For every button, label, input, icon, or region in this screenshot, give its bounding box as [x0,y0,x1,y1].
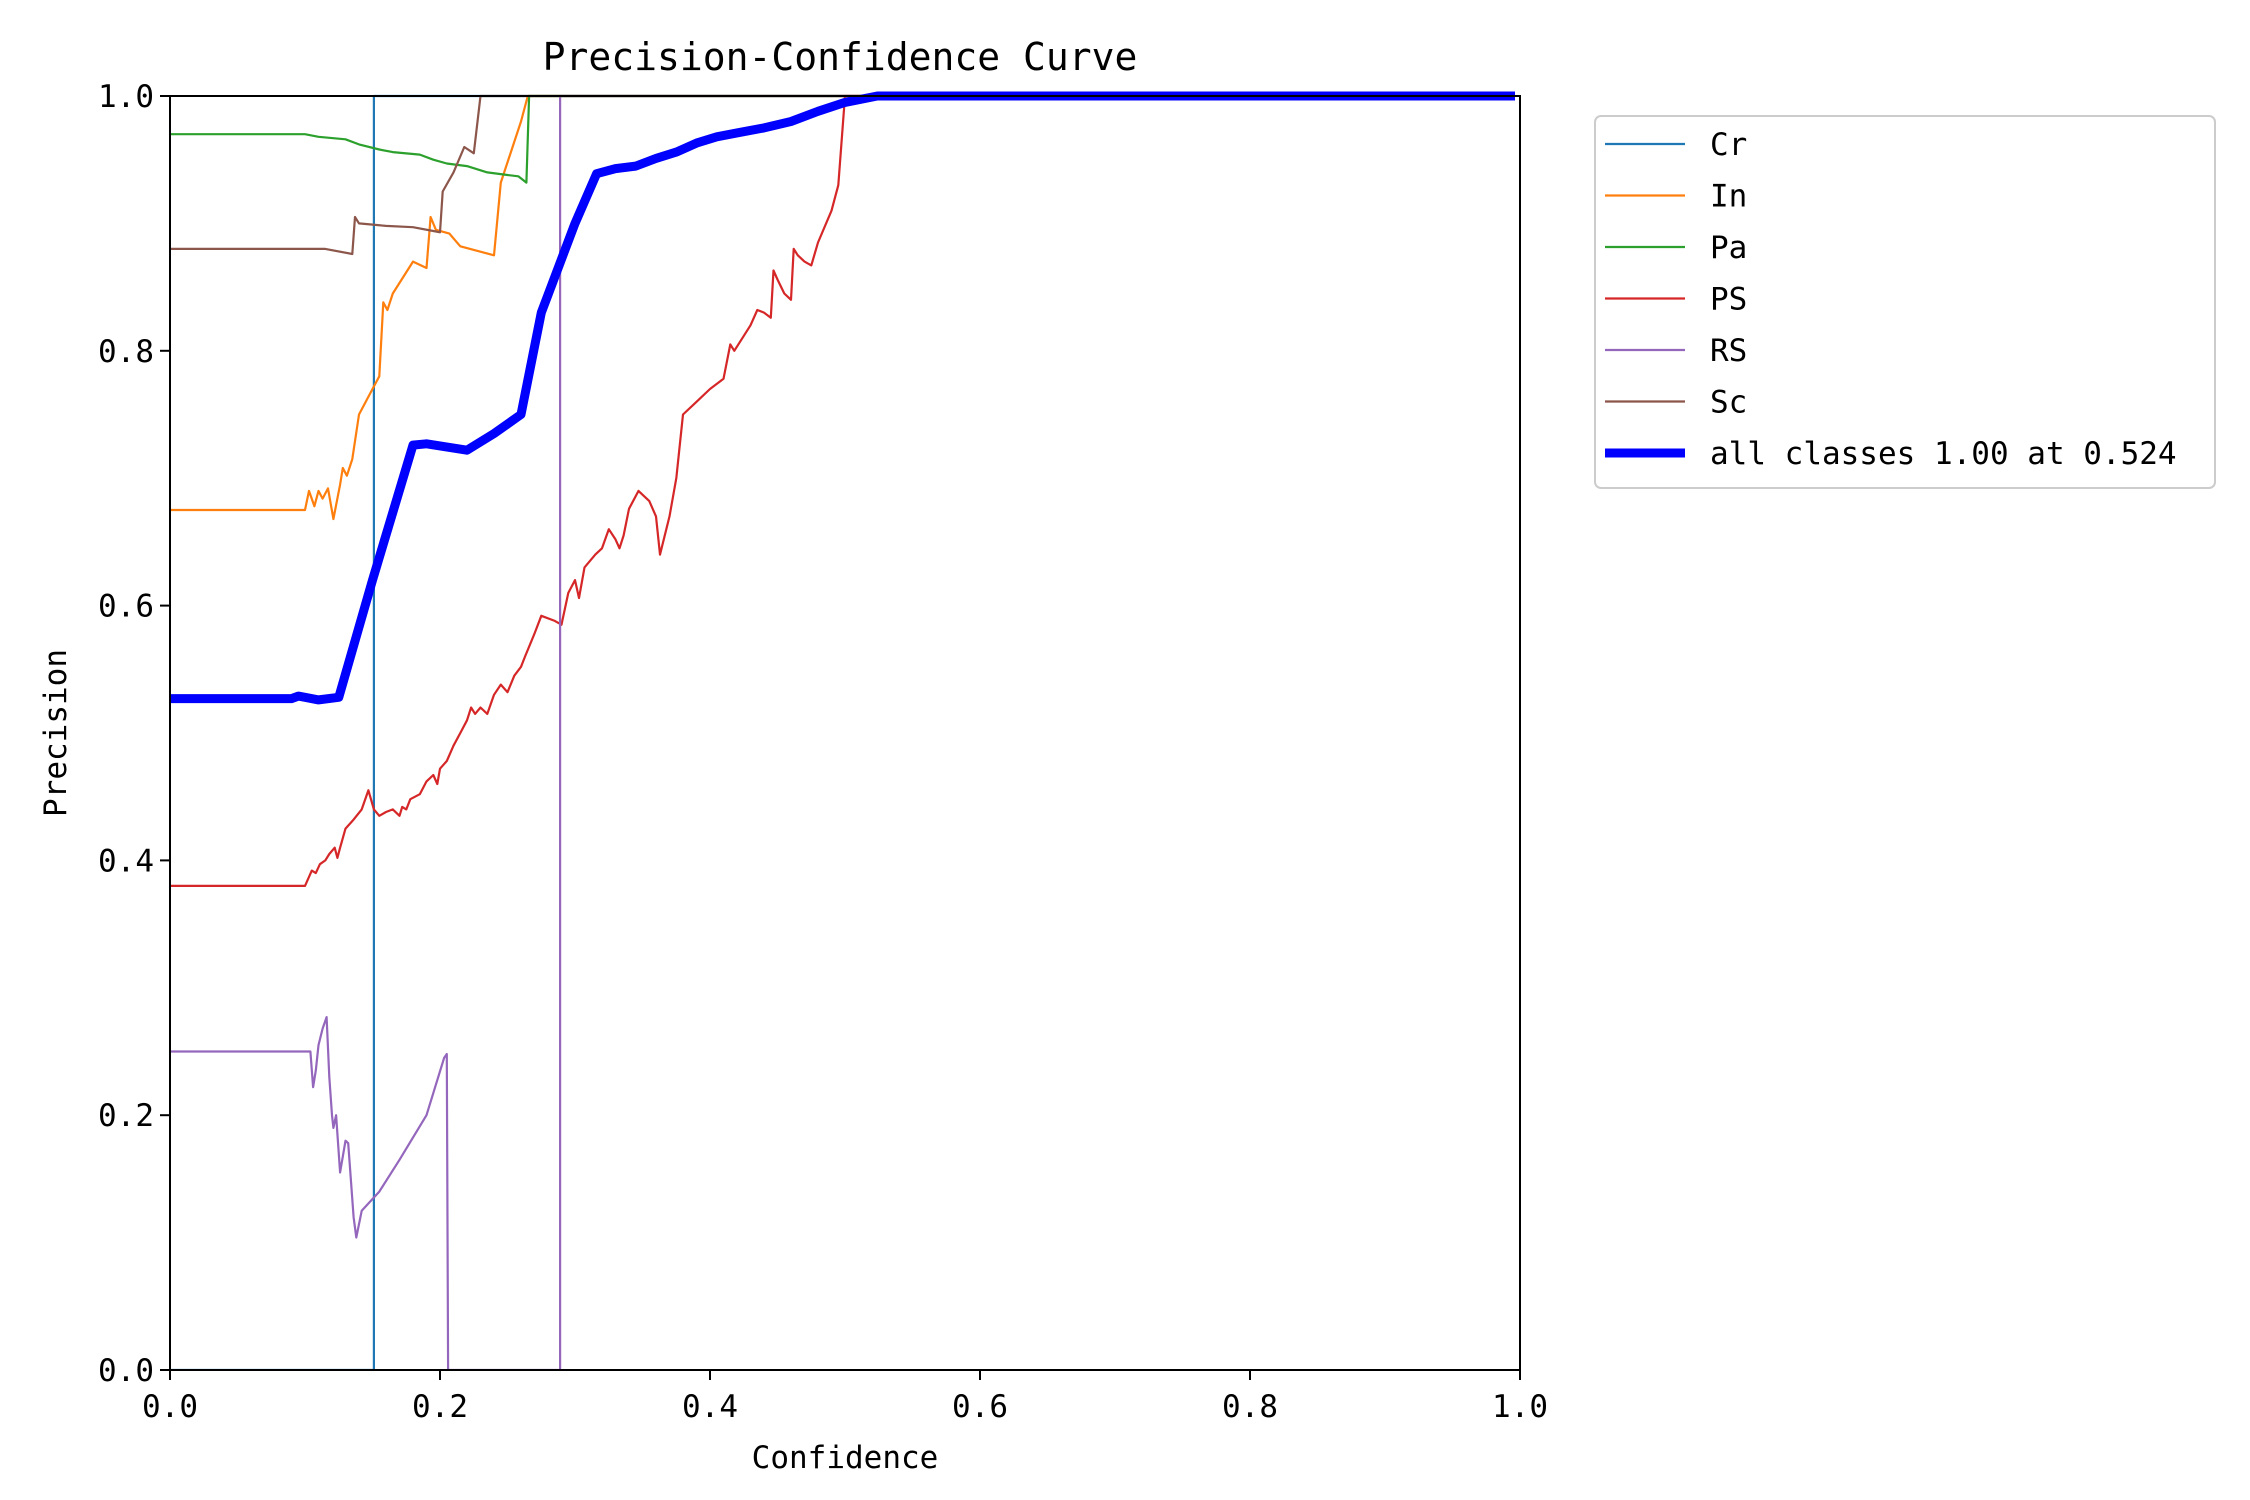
x-tick-label: 0.2 [412,1389,468,1425]
legend-label-3: PS [1710,282,1747,318]
chart-title: Precision-Confidence Curve [543,35,1138,79]
y-tick-label: 0.2 [98,1098,154,1134]
x-axis-label: Confidence [752,1440,939,1476]
legend-label-4: RS [1710,333,1747,369]
y-axis-label: Precision [38,649,74,817]
legend-label-1: In [1710,179,1747,215]
legend-label-6: all classes 1.00 at 0.524 [1710,436,2177,472]
y-tick-label: 1.0 [98,79,154,115]
axes-frame [169,95,1521,1371]
y-tick-label: 0.8 [98,334,154,370]
series-lines [170,91,1515,1370]
legend-label-2: Pa [1710,230,1747,266]
series-line-4 [170,94,1515,1370]
x-tick-label: 0.6 [952,1389,1008,1425]
x-axis-ticks: 0.0 0.2 0.4 0.6 0.8 1.0 [142,1370,1548,1425]
x-tick-label: 0.0 [142,1389,198,1425]
legend-label-5: Sc [1710,385,1747,421]
x-tick-label: 0.4 [682,1389,738,1425]
series-line-2 [170,94,1515,184]
y-tick-label: 0.0 [98,1353,154,1389]
plot-area [170,91,1515,1370]
legend: Cr In Pa PS RS Sc all classes 1.00 at 0.524 [1594,115,2216,489]
series-line-5 [170,94,1515,256]
x-tick-label: 1.0 [1492,1389,1548,1425]
legend-box [1594,115,2216,489]
series-line-3 [170,94,1515,887]
series-line-1 [170,94,1515,521]
legend-label-0: Cr [1710,127,1747,163]
y-tick-label: 0.6 [98,589,154,625]
y-axis-ticks: 0.0 0.2 0.4 0.6 0.8 1.0 [98,79,170,1389]
x-tick-label: 0.8 [1222,1389,1278,1425]
y-tick-label: 0.4 [98,843,154,879]
series-line-6 [170,91,1515,705]
